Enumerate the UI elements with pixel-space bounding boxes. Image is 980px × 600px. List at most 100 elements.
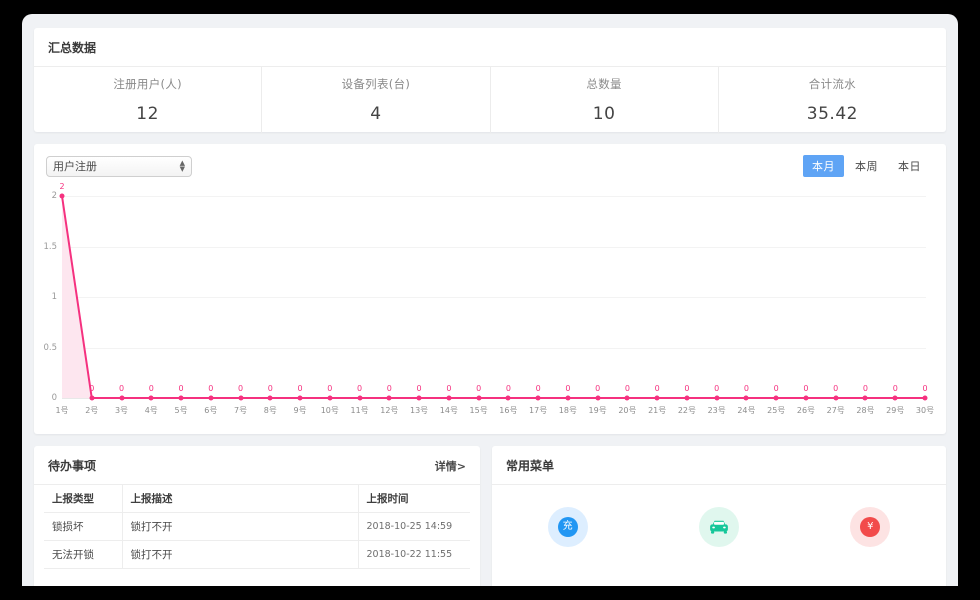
chart-point-label: 0 [773,384,779,393]
chart-data-point[interactable] [684,395,690,401]
chart-data-point[interactable] [535,395,541,401]
menu-item-vehicle[interactable] [643,507,794,547]
stat-label: 总数量 [586,77,622,91]
chart-point-label: 0 [892,384,898,393]
chart-data-point[interactable] [148,395,154,401]
todo-cell-time: 2018-10-25 14:59 [357,512,470,541]
chart-data-point[interactable] [386,395,392,401]
chart-x-tick-label: 13号 [410,406,429,415]
chart-x-tick-label: 2号 [85,406,99,415]
menu-card-title: 常用菜单 [492,446,946,485]
chart-x-tick-label: 9号 [293,406,307,415]
chart-x-tick-label: 7号 [234,406,248,415]
app-window: 汇总数据 注册用户(人) 12 设备列表(台) 4 总数量 10 合计流水 35… [22,14,958,586]
todo-col-type: 上报类型 [44,485,123,513]
chart-data-point[interactable] [773,395,779,401]
chart-x-tick-label: 25号 [767,406,786,415]
chart-data-point[interactable] [714,395,720,401]
chart-data-point[interactable] [119,395,125,401]
chart-point-label: 0 [624,384,630,393]
chart-data-point[interactable] [595,395,601,401]
todo-card: 待办事项 详情> 上报类型 上报描述 上报时间 锁损坏 锁打 [34,446,480,586]
table-row[interactable]: 锁损坏 锁打不开 2018-10-25 14:59 [44,512,470,541]
chart-data-point[interactable] [565,395,571,401]
chart-gridline [62,196,926,197]
menu-icon-row: 充 [492,485,946,547]
chart-data-point[interactable] [178,395,184,401]
chart-x-tick-label: 11号 [350,406,369,415]
chart-x-tick-label: 15号 [469,406,488,415]
chart-x-tick-label: 17号 [529,406,548,415]
menu-item-recharge[interactable]: 充 [492,507,643,547]
chart-data-point[interactable] [654,395,660,401]
chart-data-point[interactable] [357,395,363,401]
stat-label: 设备列表(台) [341,77,411,91]
range-button-week[interactable]: 本周 [855,160,878,173]
chart-data-point[interactable] [743,395,749,401]
chart-point-label: 0 [208,384,214,393]
chart-data-point[interactable] [208,395,214,401]
chart-data-point[interactable] [446,395,452,401]
stat-value: 4 [370,104,382,124]
todo-col-desc: 上报描述 [122,485,358,513]
chart-point-label: 0 [654,384,660,393]
range-button-day[interactable]: 本日 [898,160,921,173]
chart-data-point[interactable] [89,395,95,401]
chart-x-tick-label: 23号 [707,406,726,415]
chart-point-label: 0 [118,384,125,393]
stat-total-revenue[interactable]: 合计流水 35.42 [719,67,946,133]
chart-x-tick-label: 16号 [499,406,518,415]
common-menu-card: 常用菜单 充 [492,446,946,586]
summary-title-text: 汇总数据 [48,41,97,55]
chart-data-point[interactable] [892,395,898,401]
chart-x-tick-label: 3号 [114,406,129,415]
chart-x-tick-label: 30号 [915,406,935,415]
chart-x-tick-label: 19号 [588,406,607,415]
chart-data-point[interactable] [238,395,244,401]
chart-data-point[interactable] [833,395,839,401]
yuan-icon: ¥ [860,517,881,537]
metric-select[interactable]: 用户注册 [46,156,192,177]
car-icon-halo [698,507,739,547]
chart-data-point[interactable] [267,395,273,401]
chart-data-point[interactable] [59,193,65,199]
summary-card-title: 汇总数据 [34,28,946,67]
car-icon [710,520,728,534]
chart-data-point[interactable] [416,395,422,401]
todo-detail-link[interactable]: 详情> [434,459,466,473]
chart-data-point[interactable] [476,395,482,401]
chart-point-label: 0 [595,384,601,393]
chart-point-label: 0 [535,384,541,393]
chart-point-label: 0 [416,384,422,393]
chart-data-point[interactable] [803,395,809,401]
plot-area: 0 0.5 1 1.5 2 2 1号 0 2号 0 3号 0 4号 0 5号 0 6号 0 7号 0 8号 0 9号 0 10号… [43,182,934,415]
page-scroll-area[interactable]: 汇总数据 注册用户(人) 12 设备列表(台) 4 总数量 10 合计流水 35… [22,14,958,586]
chart-x-tick-label: 22号 [677,406,697,415]
todo-cell-type: 无法开锁 [44,540,123,569]
chart-data-point[interactable] [862,395,868,401]
chart-data-point[interactable] [297,395,303,401]
stat-total-count[interactable]: 总数量 10 [491,67,719,133]
table-row[interactable]: 无法开锁 锁打不开 2018-10-22 11:55 [44,540,470,569]
chart-x-tick-label: 18号 [558,406,577,415]
chart-card: 用户注册 ▲ ▼ 本月 本周 本日 0 0.5 1 1.5 2 2 1号 0 2号 0 3号 0 4号 0 5… [34,144,946,434]
stat-value: 10 [592,104,616,124]
chart-gridline [62,347,926,349]
chart-x-tick-label: 8号 [263,406,277,415]
chart-data-point[interactable] [327,395,333,401]
chart-point-label: 0 [386,384,392,393]
chart-data-point[interactable] [624,395,630,401]
stat-device-list[interactable]: 设备列表(台) 4 [262,67,491,133]
chart-data-point[interactable] [505,395,511,401]
metric-select-wrap[interactable]: 用户注册 ▲ ▼ [46,155,192,177]
chart-toolbar: 用户注册 ▲ ▼ 本月 本周 本日 [34,144,946,188]
summary-card: 汇总数据 注册用户(人) 12 设备列表(台) 4 总数量 10 合计流水 35… [34,28,946,133]
chart-data-point[interactable] [922,395,928,401]
todo-col-time: 上报时间 [357,485,470,513]
stat-registered-users[interactable]: 注册用户(人) 12 [34,67,263,133]
range-button-month[interactable]: 本月 [803,155,844,177]
chart-x-tick-label: 24号 [737,406,756,415]
menu-item-payment[interactable]: ¥ [795,507,946,547]
chart-y-tick-label: 0.5 [43,342,57,353]
recharge-icon-halo: 充 [547,507,588,547]
